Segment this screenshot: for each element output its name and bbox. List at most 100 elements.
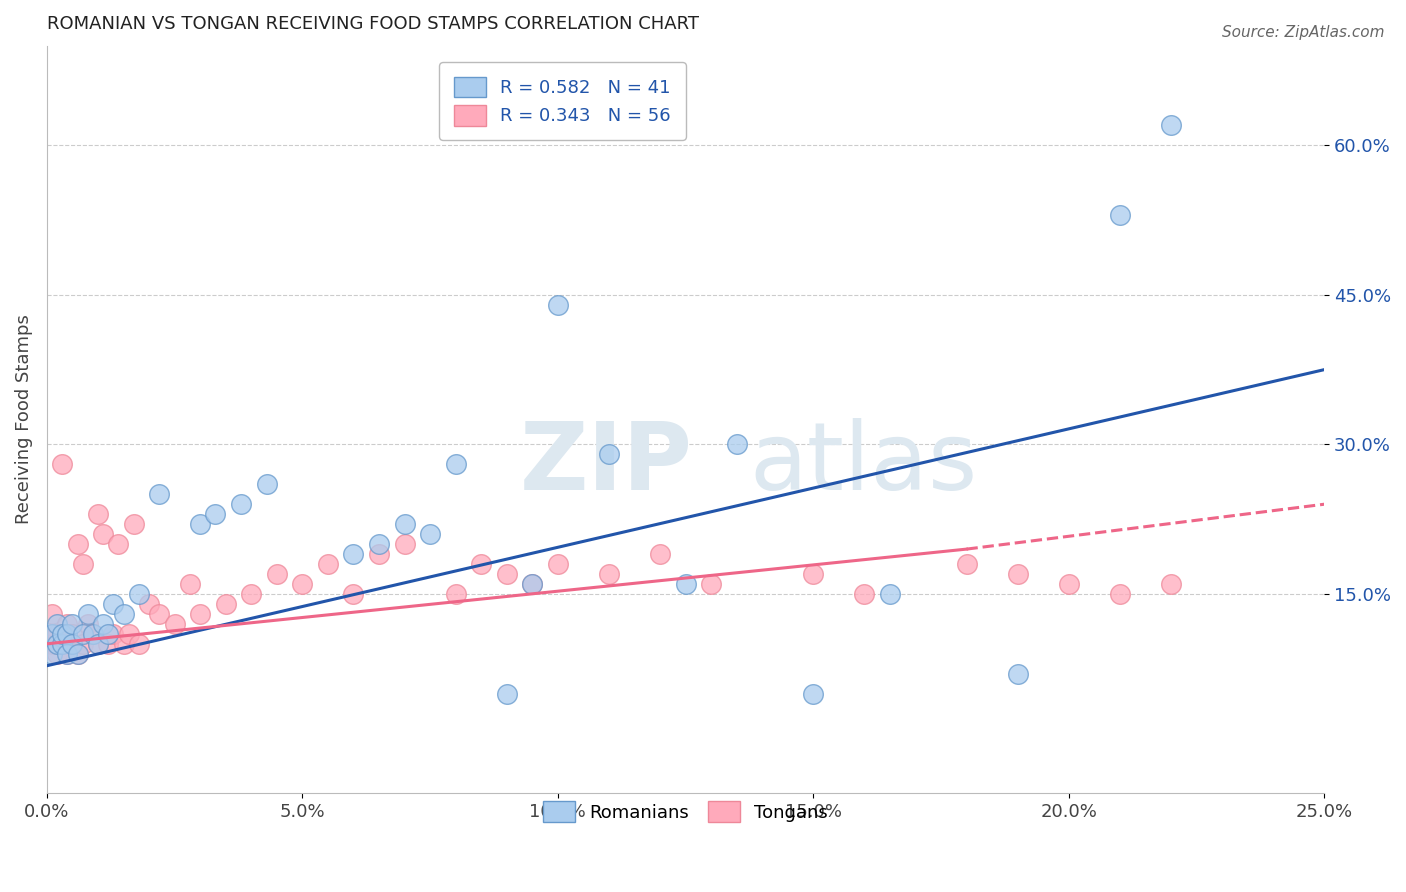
Point <box>394 517 416 532</box>
Point <box>801 567 824 582</box>
Point <box>291 577 314 591</box>
Point <box>1160 119 1182 133</box>
Point <box>1007 666 1029 681</box>
Point <box>72 627 94 641</box>
Point <box>342 547 364 561</box>
Point <box>91 527 114 541</box>
Point <box>879 587 901 601</box>
Point <box>62 627 84 641</box>
Point <box>1160 577 1182 591</box>
Point <box>51 627 73 641</box>
Point <box>87 507 110 521</box>
Point <box>163 616 186 631</box>
Point <box>522 577 544 591</box>
Point <box>1108 587 1130 601</box>
Point <box>444 458 467 472</box>
Point <box>46 627 69 641</box>
Point <box>648 547 671 561</box>
Point <box>66 647 89 661</box>
Point <box>342 587 364 601</box>
Point <box>128 587 150 601</box>
Point <box>112 637 135 651</box>
Point <box>66 537 89 551</box>
Point <box>72 557 94 571</box>
Point <box>598 567 620 582</box>
Y-axis label: Receiving Food Stamps: Receiving Food Stamps <box>15 315 32 524</box>
Point <box>700 577 723 591</box>
Point <box>72 637 94 651</box>
Point <box>62 637 84 651</box>
Point <box>148 487 170 501</box>
Point <box>41 627 63 641</box>
Point <box>56 647 79 661</box>
Point <box>76 616 98 631</box>
Point <box>495 567 517 582</box>
Point <box>1007 567 1029 582</box>
Point <box>266 567 288 582</box>
Point <box>76 607 98 621</box>
Point <box>229 497 252 511</box>
Point <box>394 537 416 551</box>
Point <box>41 627 63 641</box>
Point <box>87 637 110 651</box>
Point <box>725 437 748 451</box>
Point <box>1057 577 1080 591</box>
Point <box>62 616 84 631</box>
Point <box>547 298 569 312</box>
Point <box>46 637 69 651</box>
Point <box>56 627 79 641</box>
Point <box>103 597 125 611</box>
Point <box>955 557 977 571</box>
Point <box>138 597 160 611</box>
Point <box>66 647 89 661</box>
Point <box>188 607 211 621</box>
Point <box>97 627 120 641</box>
Text: atlas: atlas <box>749 418 977 510</box>
Point <box>419 527 441 541</box>
Point <box>41 637 63 651</box>
Point <box>97 637 120 651</box>
Legend: Romanians, Tongans: Romanians, Tongans <box>529 787 842 837</box>
Point <box>1108 208 1130 222</box>
Point <box>112 607 135 621</box>
Point <box>117 627 139 641</box>
Point <box>46 637 69 651</box>
Point <box>87 637 110 651</box>
Point <box>522 577 544 591</box>
Point <box>215 597 238 611</box>
Point <box>188 517 211 532</box>
Point <box>240 587 263 601</box>
Point <box>103 627 125 641</box>
Point <box>62 637 84 651</box>
Point <box>204 507 226 521</box>
Point <box>51 458 73 472</box>
Point <box>91 616 114 631</box>
Point <box>148 607 170 621</box>
Point <box>598 447 620 461</box>
Point <box>107 537 129 551</box>
Point <box>56 616 79 631</box>
Point <box>853 587 876 601</box>
Point <box>51 637 73 651</box>
Point <box>444 587 467 601</box>
Point <box>316 557 339 571</box>
Point <box>82 627 104 641</box>
Point <box>547 557 569 571</box>
Point <box>82 627 104 641</box>
Point <box>675 577 697 591</box>
Point <box>368 537 391 551</box>
Point <box>46 616 69 631</box>
Text: Source: ZipAtlas.com: Source: ZipAtlas.com <box>1222 25 1385 40</box>
Point <box>495 687 517 701</box>
Point <box>470 557 492 571</box>
Text: ZIP: ZIP <box>519 418 692 510</box>
Point <box>179 577 201 591</box>
Point <box>256 477 278 491</box>
Point <box>51 637 73 651</box>
Point <box>368 547 391 561</box>
Point <box>122 517 145 532</box>
Point <box>56 647 79 661</box>
Point <box>128 637 150 651</box>
Point <box>41 647 63 661</box>
Text: ROMANIAN VS TONGAN RECEIVING FOOD STAMPS CORRELATION CHART: ROMANIAN VS TONGAN RECEIVING FOOD STAMPS… <box>46 15 699 33</box>
